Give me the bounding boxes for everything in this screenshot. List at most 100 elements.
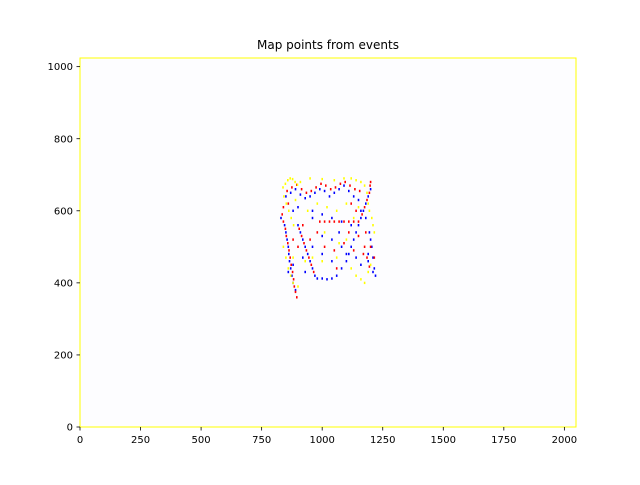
data-point [371, 245, 373, 248]
data-point [306, 252, 309, 256]
data-point [321, 234, 323, 238]
data-point [311, 267, 314, 270]
data-point [369, 180, 372, 184]
data-point [363, 184, 366, 187]
data-point [303, 242, 305, 245]
data-point [340, 267, 343, 270]
data-point [316, 202, 319, 205]
data-point [331, 260, 333, 263]
data-point [305, 249, 308, 252]
data-point [294, 188, 297, 191]
data-point [311, 216, 314, 220]
data-point [350, 202, 352, 205]
data-point [283, 195, 285, 198]
data-point [321, 177, 323, 181]
data-point [300, 188, 303, 191]
data-point [280, 216, 282, 220]
data-point [292, 256, 294, 259]
data-point [335, 209, 338, 212]
x-tick-label: 1250 [370, 435, 395, 446]
data-point [291, 186, 293, 189]
data-point [291, 274, 293, 277]
data-point [285, 234, 288, 238]
points-layer [280, 177, 377, 299]
x-tick-label: 1500 [431, 435, 456, 446]
data-point [365, 231, 367, 234]
data-point [311, 245, 314, 248]
data-point [296, 183, 299, 186]
data-point [328, 195, 331, 198]
data-point [299, 180, 302, 184]
data-point [297, 245, 299, 248]
data-point [300, 234, 303, 238]
x-tick-label: 1000 [309, 435, 334, 446]
data-point [292, 224, 295, 227]
data-point [335, 267, 338, 270]
data-point [299, 231, 302, 234]
data-point [372, 256, 374, 259]
data-point [286, 189, 288, 193]
data-point [349, 184, 351, 187]
plot-frame [79, 57, 577, 428]
data-point [292, 238, 294, 241]
data-point [292, 209, 294, 212]
x-tick-label: 2000 [552, 435, 577, 446]
data-point [309, 177, 311, 180]
data-point [289, 274, 292, 277]
data-point [284, 227, 287, 230]
data-point [368, 191, 371, 194]
data-point [321, 277, 323, 280]
data-point [367, 260, 369, 263]
data-point [309, 238, 311, 241]
data-point [304, 245, 306, 248]
data-point [340, 245, 343, 248]
x-tick-label: 750 [252, 435, 271, 446]
data-point [352, 216, 355, 220]
x-tick-label: 0 [77, 435, 83, 446]
data-point [288, 249, 290, 252]
y-axis: 0 200 400 600 800 1000 [48, 62, 80, 434]
data-point [323, 245, 326, 248]
data-point [373, 231, 376, 234]
data-point [304, 197, 306, 200]
data-point [331, 277, 333, 280]
data-point [372, 224, 374, 227]
data-point [292, 278, 295, 281]
data-point [312, 270, 315, 274]
data-point [282, 245, 285, 248]
data-point [333, 220, 336, 223]
data-point [368, 265, 371, 268]
data-point [373, 256, 376, 259]
data-point [373, 267, 376, 270]
data-point [285, 202, 288, 205]
data-point [304, 260, 306, 263]
data-point [316, 277, 319, 280]
data-point [352, 238, 355, 241]
data-point [309, 195, 311, 198]
data-point [374, 274, 377, 277]
data-point [296, 296, 298, 299]
data-point [294, 180, 296, 184]
data-point [360, 180, 362, 184]
data-point [358, 189, 361, 193]
data-point [320, 182, 322, 185]
data-point [291, 177, 294, 181]
data-point [345, 252, 348, 256]
data-point [325, 184, 327, 187]
data-point [287, 179, 289, 182]
data-point [352, 220, 355, 223]
data-point [362, 252, 365, 256]
data-point [294, 288, 297, 292]
data-point [360, 278, 362, 281]
data-point [328, 220, 331, 223]
data-point [333, 191, 336, 194]
data-point [355, 274, 357, 277]
data-point [335, 256, 338, 259]
data-point [285, 256, 287, 259]
data-point [335, 274, 338, 277]
data-point [348, 252, 350, 256]
y-tick-label: 200 [54, 351, 73, 362]
data-point [369, 245, 372, 248]
data-point [343, 220, 345, 223]
